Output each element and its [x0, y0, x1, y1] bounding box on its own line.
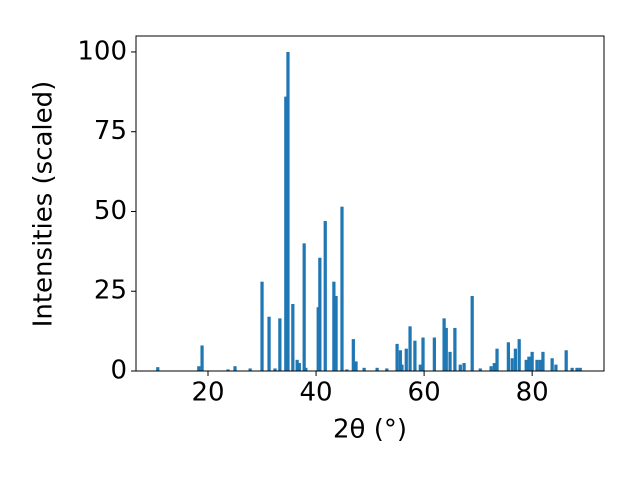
bar: [398, 350, 402, 371]
bar: [527, 356, 531, 371]
bar: [575, 367, 579, 371]
bar: [495, 348, 499, 371]
bar: [345, 369, 349, 371]
plot-frame: [135, 35, 605, 372]
bar: [564, 350, 568, 371]
bar: [318, 257, 322, 371]
bar: [413, 340, 417, 371]
bar: [535, 359, 539, 371]
bar: [278, 318, 282, 371]
bar: [570, 367, 574, 371]
bar: [354, 361, 358, 371]
bar: [273, 368, 277, 371]
bar: [538, 359, 542, 371]
y-tick-label: 100: [77, 36, 127, 66]
bar: [334, 296, 338, 371]
bar: [510, 358, 514, 371]
bar: [578, 367, 582, 371]
bar: [541, 351, 545, 371]
bar: [442, 318, 446, 371]
bar: [462, 363, 466, 371]
bar: [233, 366, 237, 371]
x-tick-label: 40: [300, 378, 333, 408]
bar: [156, 367, 160, 371]
bar: [554, 364, 558, 371]
bar: [323, 221, 327, 371]
bar: [550, 358, 554, 371]
y-tick-label: 25: [94, 276, 127, 306]
bar: [418, 364, 422, 371]
bar: [248, 368, 252, 371]
y-tick-label: 75: [94, 116, 127, 146]
bar: [286, 51, 290, 371]
x-tick-label: 60: [408, 378, 441, 408]
bar: [458, 364, 462, 371]
bar: [226, 369, 230, 371]
bar: [291, 304, 295, 371]
bar: [395, 343, 399, 371]
bar: [530, 351, 534, 371]
bar: [517, 339, 521, 371]
bar: [470, 296, 474, 371]
bar: [513, 348, 518, 371]
bar: [448, 351, 452, 371]
bar: [492, 363, 496, 371]
bar: [453, 327, 457, 371]
bar: [408, 326, 412, 371]
bar: [200, 345, 204, 371]
bar: [489, 366, 493, 371]
bar: [362, 367, 366, 371]
bar: [297, 363, 301, 371]
x-tick-label: 80: [516, 378, 549, 408]
bar: [444, 327, 448, 371]
y-axis-label: Intensities (scaled): [29, 81, 59, 328]
bar: [385, 368, 389, 371]
y-tick-label: 50: [94, 196, 127, 226]
bar: [302, 243, 306, 371]
bar: [400, 364, 404, 371]
bar: [351, 339, 355, 371]
bar: [284, 96, 288, 371]
y-tick-label: 0: [110, 356, 127, 386]
bar: [340, 206, 344, 371]
bar: [506, 342, 511, 371]
bar: [404, 348, 408, 371]
bar: [267, 316, 271, 371]
bar: [421, 337, 425, 371]
bar: [260, 281, 264, 371]
bar: [332, 281, 336, 371]
x-axis-label: 2θ (°): [333, 415, 407, 445]
bar: [478, 368, 482, 371]
x-tick-label: 20: [191, 378, 224, 408]
bar: [524, 359, 528, 371]
bar: [432, 337, 436, 371]
bar: [295, 359, 299, 371]
bar: [304, 367, 308, 371]
bar: [197, 366, 201, 371]
bar: [375, 367, 379, 371]
